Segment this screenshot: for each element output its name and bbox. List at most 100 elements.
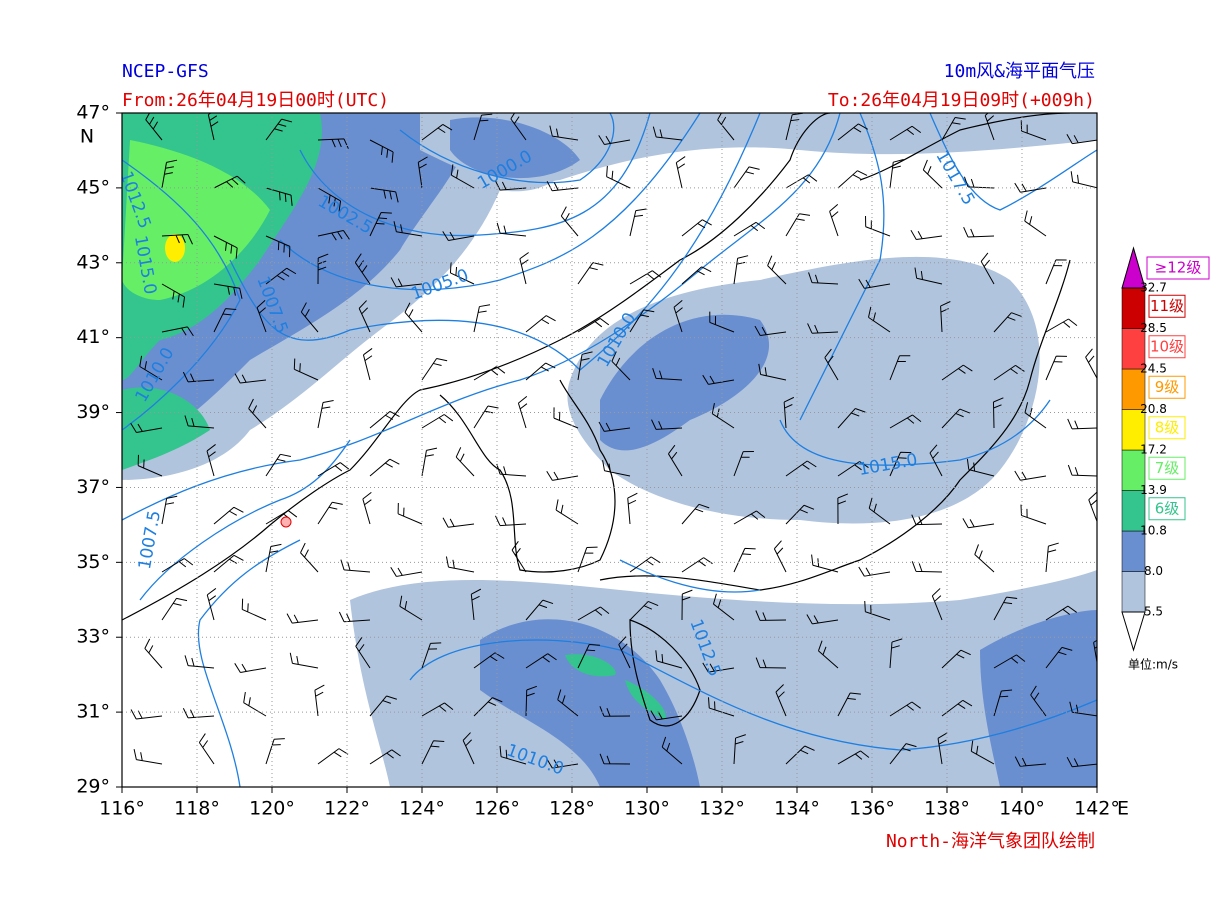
wind-barb [577, 317, 610, 333]
wind-barb [462, 732, 475, 765]
wind-barb [627, 492, 638, 525]
colorbar-level: 8.0 [1144, 564, 1163, 578]
init-time: From:26年04月19日00时(UTC) [122, 90, 389, 111]
wind-barb [265, 118, 293, 141]
wind-barb [317, 229, 350, 241]
wind-barb [629, 208, 647, 237]
wind-barb [837, 170, 868, 189]
wind-barb [417, 156, 428, 189]
wind-barbs [130, 113, 1097, 769]
wind-barb [1014, 182, 1047, 193]
wind-barb [941, 649, 971, 669]
wind-barb [650, 710, 683, 721]
wind-barb [248, 398, 267, 429]
wind-barb [494, 515, 527, 527]
wind-barb [629, 309, 655, 333]
wind-barb [962, 518, 995, 529]
wind-barb [473, 697, 503, 717]
colorbar-level: 17.2 [1140, 443, 1167, 457]
wind-barb [980, 252, 995, 285]
wind-barb [668, 444, 683, 477]
wind-barb [681, 589, 693, 621]
wind-barb [709, 311, 735, 333]
wind-barb [889, 451, 912, 477]
wind-barb [889, 701, 921, 717]
wind-barb [754, 325, 787, 336]
wind-barb [577, 351, 593, 381]
wind-barb [161, 233, 193, 245]
wind-barb [818, 640, 839, 669]
grade-box [1148, 375, 1186, 399]
wind-barb [993, 689, 1013, 717]
wind-barb [1030, 685, 1047, 717]
wind-barb [963, 176, 995, 189]
lon-tick-label: 122° [324, 798, 370, 820]
grade-box [1146, 256, 1210, 280]
colorbar-level: 32.7 [1140, 281, 1167, 295]
wind-barb [864, 600, 891, 621]
wind-barb [442, 231, 475, 241]
wind-barb [473, 304, 491, 333]
wind-barb [161, 495, 178, 525]
wind-barb [1020, 504, 1047, 525]
wind-barb [889, 743, 917, 765]
wind-barb [213, 506, 244, 525]
top-grade-label: ≥12级 [1155, 259, 1202, 277]
wind-barb [775, 684, 787, 717]
wind-barb [1045, 318, 1078, 333]
wind-barb [755, 657, 787, 669]
wind-barb [265, 738, 285, 765]
wind-barb [560, 206, 579, 237]
wind-barb [629, 270, 662, 285]
wind-barb [807, 323, 839, 334]
wind-barb [369, 458, 400, 477]
lon-tick-label: 118° [174, 798, 220, 820]
wind-barb [599, 706, 631, 717]
wind-barb [858, 566, 891, 577]
wind-barb [421, 447, 438, 477]
lat-tick-label: 37° [76, 476, 110, 498]
wind-barb [511, 541, 527, 573]
wind-barb [369, 695, 397, 717]
wind-barb [929, 444, 943, 477]
wind-barb [785, 460, 817, 477]
wind-barb [184, 655, 215, 669]
lon-tick-label: 126° [474, 798, 520, 820]
wind-barb [546, 181, 579, 192]
wind-barb [717, 113, 735, 141]
wind-barb [733, 510, 766, 525]
wind-barb [767, 255, 787, 285]
wind-barb [1093, 636, 1097, 669]
lon-tick-label: 140° [999, 798, 1045, 820]
wind-barb [598, 135, 631, 145]
wind-barb [837, 461, 869, 477]
wind-barb [808, 272, 839, 285]
wind-barb [758, 363, 787, 381]
grade-box [1148, 335, 1186, 359]
wind-barb [555, 499, 579, 525]
wind-barb [937, 732, 948, 765]
wind-barb [494, 180, 527, 191]
wind-barb [300, 302, 319, 333]
wind-barb [496, 222, 527, 237]
wind-barb [421, 123, 453, 141]
wind-barb [206, 444, 216, 477]
wind-barb [941, 699, 973, 717]
lat-tick-label: 47° [76, 102, 110, 124]
lat-tick-label: 29° [76, 776, 110, 798]
wind-barb [354, 253, 371, 285]
wind-barb [213, 235, 238, 259]
wind-barb [618, 636, 631, 669]
wind-barb [355, 637, 371, 669]
wind-barb [598, 421, 631, 432]
wind-barb [681, 266, 712, 285]
wind-barb [858, 278, 891, 289]
isobars [122, 113, 1097, 787]
wind-barb [675, 156, 686, 189]
wind-barb [702, 374, 735, 385]
wind-barb [993, 312, 1022, 333]
wind-barb [265, 543, 282, 573]
wind-barb [470, 588, 482, 621]
wind-barb [889, 158, 904, 189]
wind-barb [733, 166, 760, 189]
